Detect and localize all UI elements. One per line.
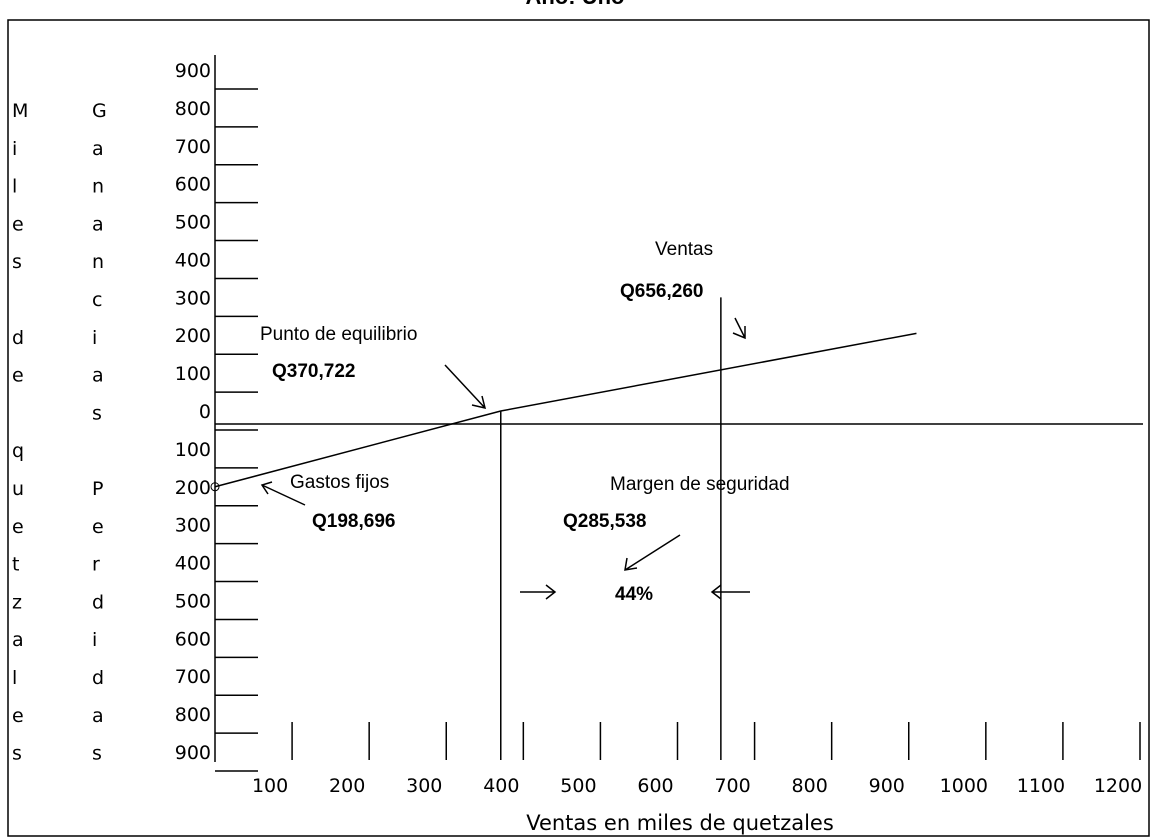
x-tick-label: 1000 [940, 775, 988, 797]
x-tick-label: 1200 [1094, 775, 1142, 797]
y-tick-label: 100 [175, 439, 211, 461]
y-tick-label: 300 [175, 515, 211, 537]
annotation: Punto de equilibrio [260, 324, 417, 345]
annotation: Q656,260 [620, 281, 703, 302]
y-tick-label: 900 [175, 742, 211, 764]
arrow [520, 584, 557, 600]
frame [7, 19, 1150, 837]
arrow [260, 481, 306, 506]
x-tick-label: 800 [792, 775, 828, 797]
annotation: 44% [615, 584, 653, 605]
y-tick-label: 0 [199, 401, 211, 423]
y-tick-label: 300 [175, 287, 211, 309]
annotation: Q285,538 [563, 511, 646, 532]
x-tick-label: 300 [406, 775, 442, 797]
x-tick-label: 900 [869, 775, 905, 797]
annotation: Margen de seguridad [610, 474, 790, 495]
annotation: Q198,696 [312, 511, 395, 532]
x-tick-label: 200 [329, 775, 365, 797]
y-tick-label: 800 [175, 98, 211, 120]
x-tick-label: 700 [714, 775, 750, 797]
y-tick-label: 500 [175, 590, 211, 612]
x-axis-label: Ventas en miles de quetzales [526, 811, 834, 835]
y-tick-label: 700 [175, 136, 211, 158]
x-tick-label: 500 [560, 775, 596, 797]
arrow [732, 317, 746, 340]
y-tick-label: 400 [175, 553, 211, 575]
annotation: Ventas [655, 239, 713, 260]
start-point [210, 482, 220, 492]
y-tick-label: 100 [175, 363, 211, 385]
y-tick-label: 200 [175, 325, 211, 347]
arrow [444, 364, 487, 410]
y-tick-label: 900 [175, 60, 211, 82]
x-tick-label: 100 [252, 775, 288, 797]
x-tick-label: 1100 [1017, 775, 1065, 797]
annotation: Gastos fijos [290, 472, 389, 493]
x-tick-label: 600 [637, 775, 673, 797]
x-tick-label: 400 [483, 775, 519, 797]
profit-line [214, 332, 917, 488]
arrow [710, 584, 750, 600]
y-tick-label: 500 [175, 212, 211, 234]
annotation: Q370,722 [272, 361, 355, 382]
arrow [624, 534, 681, 571]
chart-title: Año: Uno [526, 0, 625, 9]
y-tick-label: 200 [175, 477, 211, 499]
y-tick-label: 700 [175, 666, 211, 688]
y-tick-label: 600 [175, 628, 211, 650]
y-tick-label: 400 [175, 249, 211, 271]
y-tick-label: 600 [175, 174, 211, 196]
y-tick-label: 800 [175, 704, 211, 726]
